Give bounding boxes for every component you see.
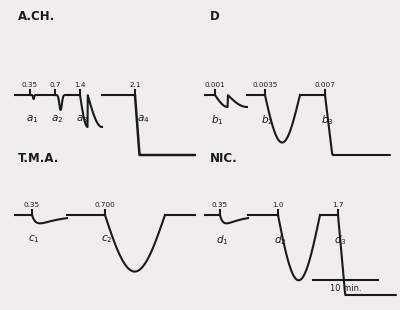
Text: $\mathit{a_1}$: $\mathit{a_1}$ xyxy=(26,113,38,125)
Text: $\mathit{a_4}$: $\mathit{a_4}$ xyxy=(137,113,150,125)
Text: $\mathit{d_2}$: $\mathit{d_2}$ xyxy=(274,233,286,247)
Text: 0.7: 0.7 xyxy=(49,82,61,88)
Text: 0.0035: 0.0035 xyxy=(252,82,278,88)
Text: 2.1: 2.1 xyxy=(129,82,141,88)
Text: $\mathit{c_2}$: $\mathit{c_2}$ xyxy=(101,233,112,245)
Text: $\mathit{a_2}$: $\mathit{a_2}$ xyxy=(51,113,63,125)
Text: 0.35: 0.35 xyxy=(22,82,38,88)
Text: 0.001: 0.001 xyxy=(205,82,225,88)
Text: 1.0: 1.0 xyxy=(272,202,284,208)
Text: 0.700: 0.700 xyxy=(95,202,115,208)
Text: $\mathit{b_1}$: $\mathit{b_1}$ xyxy=(211,113,224,127)
Text: NIC.: NIC. xyxy=(210,152,238,165)
Text: $\mathit{b_2}$: $\mathit{b_2}$ xyxy=(261,113,274,127)
Text: 1.7: 1.7 xyxy=(332,202,344,208)
Text: $\mathit{c_1}$: $\mathit{c_1}$ xyxy=(28,233,40,245)
Text: 0.35: 0.35 xyxy=(24,202,40,208)
Text: 1.4: 1.4 xyxy=(74,82,86,88)
Text: 0.007: 0.007 xyxy=(315,82,335,88)
Text: 10 min.: 10 min. xyxy=(330,284,361,293)
Text: $\mathit{d_1}$: $\mathit{d_1}$ xyxy=(216,233,228,247)
Text: 0.35: 0.35 xyxy=(212,202,228,208)
Text: $\mathit{d_3}$: $\mathit{d_3}$ xyxy=(334,233,347,247)
Text: $\mathit{b_3}$: $\mathit{b_3}$ xyxy=(321,113,334,127)
Text: A.CH.: A.CH. xyxy=(18,10,55,23)
Text: T.M.A.: T.M.A. xyxy=(18,152,59,165)
Text: $\mathit{a_3}$: $\mathit{a_3}$ xyxy=(76,113,88,125)
Text: D: D xyxy=(210,10,220,23)
